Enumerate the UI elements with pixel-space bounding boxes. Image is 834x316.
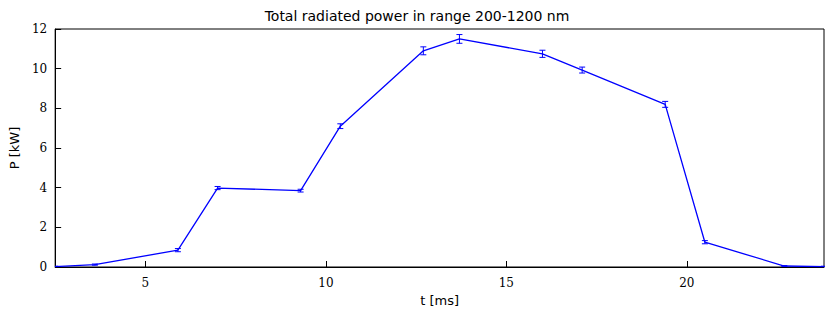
svg-text:5: 5 [142, 276, 150, 290]
svg-text:2: 2 [40, 220, 48, 234]
svg-text:10: 10 [32, 62, 47, 76]
svg-text:t [ms]: t [ms] [420, 293, 459, 308]
svg-text:10: 10 [318, 276, 333, 290]
svg-text:0: 0 [40, 260, 48, 274]
svg-text:Total radiated power in range: Total radiated power in range 200-1200 n… [264, 8, 570, 24]
svg-text:4: 4 [40, 181, 48, 195]
svg-text:12: 12 [32, 22, 47, 36]
svg-text:15: 15 [499, 276, 514, 290]
svg-text:P [kW]: P [kW] [7, 127, 22, 170]
svg-text:6: 6 [40, 141, 48, 155]
svg-text:20: 20 [679, 276, 694, 290]
svg-text:8: 8 [40, 101, 48, 115]
